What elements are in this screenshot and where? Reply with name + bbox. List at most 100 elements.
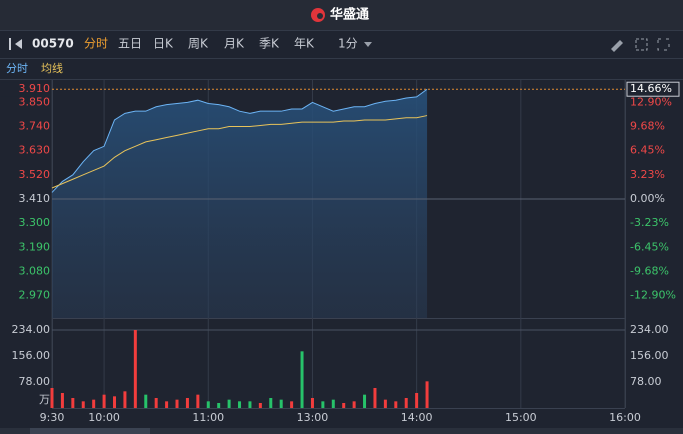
volume-bar xyxy=(394,401,398,408)
x-tick-label: 15:00 xyxy=(505,411,537,424)
y-tick-label: 156.00 xyxy=(12,349,51,362)
period-tab[interactable]: 周K xyxy=(188,37,209,51)
volume-bar xyxy=(300,351,304,408)
volume-bar xyxy=(310,398,314,408)
period-tab[interactable]: 日K xyxy=(153,37,174,51)
volume-bar xyxy=(144,394,148,408)
volume-bar xyxy=(331,399,335,408)
y-tick-label: 2.970 xyxy=(19,289,51,302)
y-tick-label: 3.520 xyxy=(19,168,51,181)
y-tick-label: 78.00 xyxy=(19,375,51,388)
price-area xyxy=(52,89,428,318)
brand: 华盛通 xyxy=(330,7,369,23)
last-change-label: 14.66% xyxy=(630,82,672,95)
y2-tick-label: -12.90% xyxy=(630,289,676,302)
stock-code: 00570 xyxy=(32,37,74,51)
volume-bar xyxy=(404,398,408,408)
x-tick-label: 10:00 xyxy=(88,411,120,424)
period-tab[interactable]: 分时 xyxy=(84,37,108,51)
volume-bar xyxy=(123,391,127,408)
volume-bar xyxy=(133,330,137,408)
interval[interactable]: 1分 xyxy=(338,37,358,51)
volume-bar xyxy=(196,394,200,408)
series-line xyxy=(51,88,428,193)
legend-entry: 均线 xyxy=(41,61,63,75)
y2-tick-label: 6.45% xyxy=(630,144,665,157)
x-tick-label: 9:30 xyxy=(40,411,65,424)
volume-bar xyxy=(92,399,96,408)
y-tick-label: 3.190 xyxy=(19,240,51,253)
volume-unit: 万 xyxy=(39,393,50,406)
y2-tick-label: 9.68% xyxy=(630,120,665,133)
x-tick-label: 11:00 xyxy=(192,411,224,424)
volume-bar xyxy=(175,399,179,408)
volume-bar xyxy=(258,403,262,408)
y-tick-label: 3.410 xyxy=(19,192,51,205)
expand-icon[interactable] xyxy=(657,38,670,51)
volume-bar xyxy=(165,401,169,408)
dropdown-arrow[interactable] xyxy=(364,42,372,47)
volume-bar xyxy=(383,399,387,408)
period-tab[interactable]: 季K xyxy=(259,37,280,51)
volume-bar xyxy=(102,394,106,408)
volume-bar xyxy=(269,398,273,408)
x-tick-label: 13:00 xyxy=(297,411,329,424)
volume-bar xyxy=(60,393,64,408)
draw-icon[interactable] xyxy=(611,40,623,52)
volume-bar xyxy=(227,399,231,408)
volume-bar xyxy=(81,401,85,408)
y2-tick-label: -9.68% xyxy=(630,264,669,277)
volume-bar xyxy=(206,401,210,408)
y-tick-label: 3.080 xyxy=(19,264,51,277)
volume-bar xyxy=(373,388,377,408)
legend-entry: 分时 xyxy=(6,62,28,75)
collapse-icon[interactable] xyxy=(9,38,11,50)
y2-tick-label: 3.23% xyxy=(630,168,665,181)
scrollbar[interactable] xyxy=(0,428,683,434)
y2-tick-label: 12.90% xyxy=(630,95,672,108)
volume-bar xyxy=(248,401,252,408)
collapse-arrow[interactable] xyxy=(15,39,22,49)
brand-logo-hole xyxy=(317,13,323,19)
period-tab[interactable]: 年K xyxy=(294,37,315,51)
volume-bar xyxy=(50,388,54,408)
y-tick-label: 3.850 xyxy=(19,95,51,108)
scroll-thumb[interactable] xyxy=(30,428,150,434)
last-change-box xyxy=(626,81,680,97)
x-tick-label: 16:00 xyxy=(609,411,641,424)
volume-bar xyxy=(279,399,283,408)
volume-bar xyxy=(342,403,346,408)
volume-bar xyxy=(238,401,242,408)
header-bar xyxy=(0,0,683,30)
y-tick-label: 234.00 xyxy=(12,323,51,336)
volume-bar xyxy=(71,398,75,408)
volume-bar xyxy=(290,401,294,408)
series-line xyxy=(51,115,428,189)
period-tab[interactable]: 五日 xyxy=(118,37,142,51)
volume-bar xyxy=(415,393,419,408)
last-price-label: 3.910 xyxy=(19,82,51,95)
volume-bar xyxy=(113,396,117,408)
volume-bar xyxy=(217,403,221,408)
y-tick-label: 3.630 xyxy=(19,144,51,157)
last-price-box xyxy=(1,82,51,97)
y2-tick-label: -3.23% xyxy=(630,216,669,229)
volume-bar xyxy=(363,394,367,408)
y2-tick-label: 156.00 xyxy=(630,349,669,362)
x-tick-label: 14:00 xyxy=(401,411,433,424)
toolbar xyxy=(0,30,683,58)
y2-tick-label: -6.45% xyxy=(630,240,669,253)
volume-bar xyxy=(154,398,158,408)
y2-tick-label: 234.00 xyxy=(630,323,669,336)
fullscreen-icon[interactable] xyxy=(635,38,648,51)
volume-bar xyxy=(352,401,356,408)
y-tick-label: 3.740 xyxy=(19,120,51,133)
period-tab[interactable]: 月K xyxy=(224,37,245,51)
volume-bar xyxy=(425,381,429,408)
y-tick-label: 3.300 xyxy=(19,216,51,229)
volume-bar xyxy=(321,401,325,408)
y2-tick-label: 78.00 xyxy=(630,375,662,388)
y2-tick-label: 0.00% xyxy=(630,192,665,205)
